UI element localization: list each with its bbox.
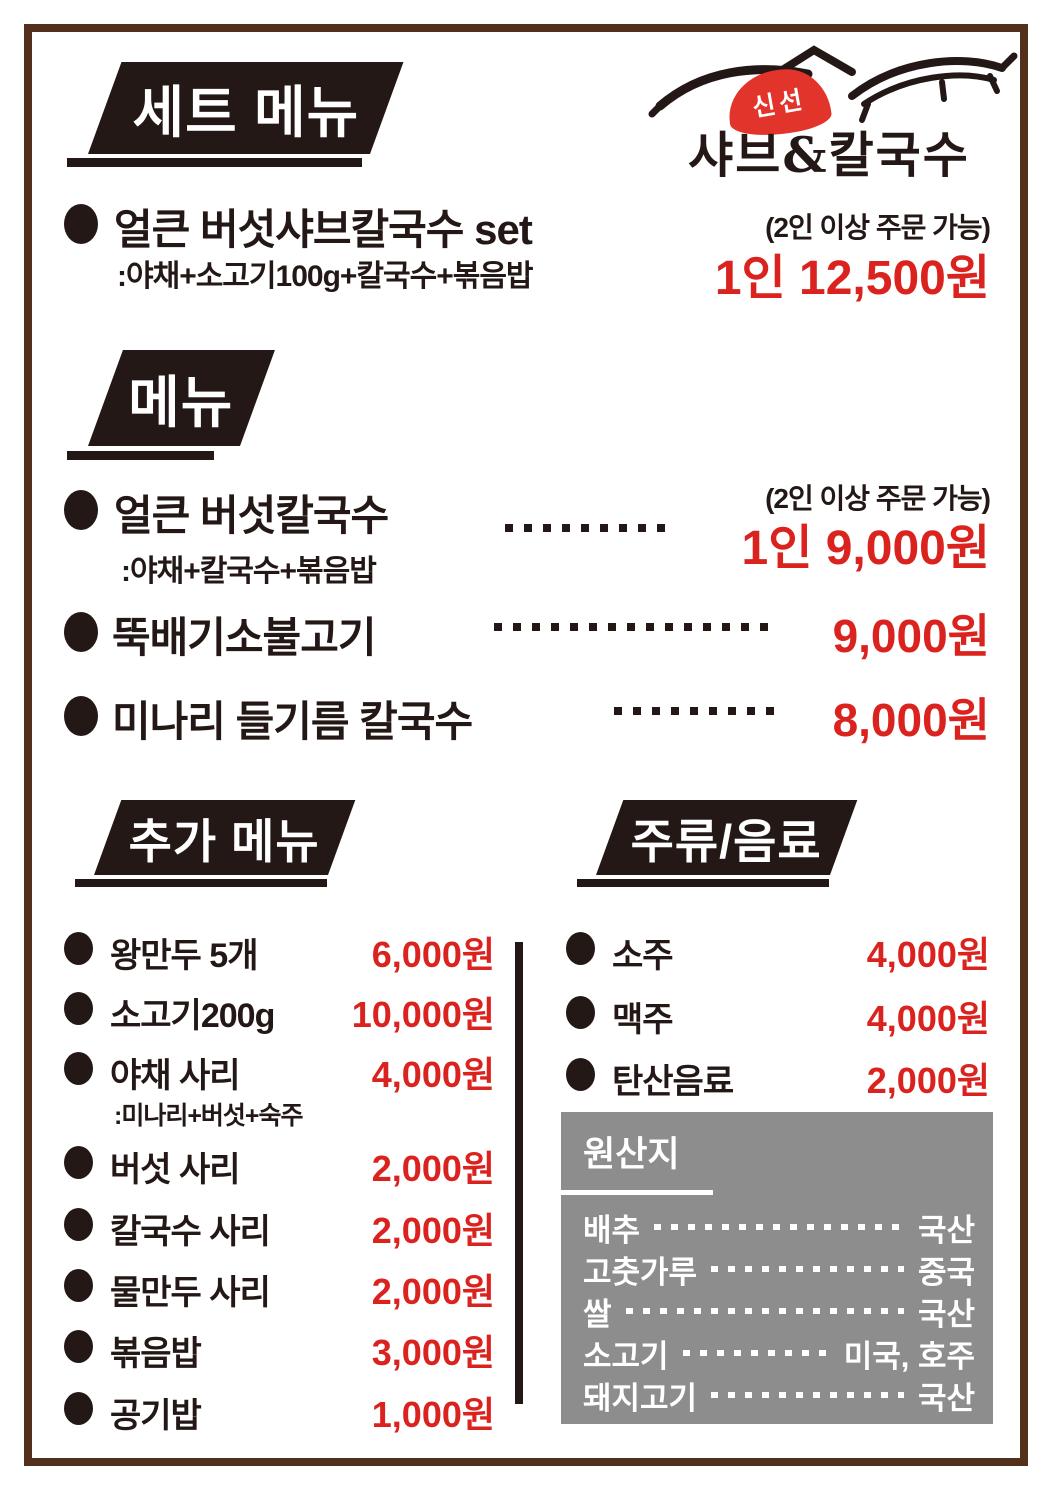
extra-item-name: 야채 사리	[110, 1057, 241, 1095]
drink-item-name: 소주	[612, 937, 674, 975]
dots-leader	[711, 1392, 904, 1398]
set-item-price: 1인 12,500원	[714, 252, 990, 305]
bullet-icon	[566, 932, 595, 965]
bullet-icon	[64, 1208, 93, 1241]
drink-item-price: 4,000원	[866, 998, 990, 1039]
bullet-icon	[64, 204, 98, 244]
extra-item-name: 공기밥	[110, 1397, 202, 1435]
drink-item-price: 4,000원	[866, 934, 990, 975]
set-menu-header-label: 세트 메뉴	[132, 80, 360, 144]
origin-country: 국산	[917, 1380, 975, 1416]
drinks-header-underline	[577, 879, 829, 887]
extra-menu-header-badge: 추가 메뉴	[94, 800, 356, 875]
extra-item-price: 4,000원	[371, 1054, 495, 1095]
origin-rows: 배추 국산 고춧가루 중국 쌀 국산 소고기 미국, 호주 돼지고기	[583, 1206, 975, 1416]
menu-item-name: 얼큰 버섯칼국수	[114, 492, 389, 539]
extra-item-price: 2,000원	[371, 1210, 495, 1251]
poster-border	[24, 24, 1028, 1466]
extra-item-name: 왕만두 5개	[110, 937, 258, 975]
menu-header-underline	[67, 451, 214, 460]
set-item-desc: :야채+소고기100g+칼국수+볶음밥	[117, 260, 534, 293]
extra-item-name: 버섯 사리	[110, 1151, 241, 1189]
menu-item-note: (2인 이상 주문 가능)	[765, 483, 991, 514]
menu-item-desc: :야채+칼국수+볶음밥	[121, 555, 377, 588]
set-menu-header-underline	[67, 158, 362, 167]
drink-item-price: 2,000원	[866, 1060, 990, 1101]
origin-box: 원산지 배추 국산 고춧가루 중국 쌀 국산 소고기 미국, 호주	[561, 1112, 993, 1424]
origin-country: 국산	[917, 1296, 975, 1332]
set-item-name: 얼큰 버섯샤브칼국수 set	[114, 206, 533, 253]
set-item-note: (2인 이상 주문 가능)	[765, 212, 991, 243]
extra-item-name: 소고기200g	[110, 997, 275, 1035]
bullet-icon	[566, 996, 595, 1029]
dots-leader	[654, 1224, 904, 1230]
dots-leader	[614, 707, 778, 715]
dots-leader	[625, 1308, 904, 1314]
extra-item-desc: :미나리+버섯+숙주	[114, 1102, 304, 1130]
extra-item-name: 볶음밥	[110, 1335, 202, 1373]
origin-ingredient: 배추	[583, 1212, 641, 1248]
extra-menu-header-underline	[75, 879, 327, 887]
extra-item-price: 1,000원	[371, 1394, 495, 1435]
dots-leader	[711, 1266, 904, 1272]
bullet-icon	[64, 1052, 93, 1085]
dots-leader	[505, 524, 673, 532]
extra-item-price: 10,000원	[351, 994, 495, 1035]
hanok-roof-icon	[648, 45, 1018, 123]
logo-brand-text: 샤브&칼국수	[688, 126, 970, 184]
bullet-icon	[64, 1269, 93, 1302]
origin-country: 미국, 호주	[843, 1338, 975, 1374]
origin-row: 배추 국산	[583, 1206, 975, 1248]
bullet-icon	[64, 696, 98, 736]
bullet-icon	[566, 1058, 595, 1091]
origin-country: 국산	[917, 1212, 975, 1248]
bullet-icon	[64, 490, 98, 530]
extra-item-name: 물만두 사리	[110, 1274, 271, 1312]
origin-row: 쌀 국산	[583, 1290, 975, 1332]
bullet-icon	[64, 1392, 93, 1425]
drink-item-name: 탄산음료	[612, 1063, 734, 1101]
dots-leader	[682, 1350, 830, 1356]
extra-item-name: 칼국수 사리	[110, 1213, 271, 1251]
bullet-icon	[64, 992, 93, 1025]
menu-header-label: 메뉴	[128, 370, 234, 434]
bullet-icon	[64, 1330, 93, 1363]
origin-title: 원산지	[583, 1135, 680, 1174]
drinks-header-label: 주류/음료	[631, 815, 823, 868]
origin-title-underline	[561, 1190, 713, 1195]
origin-ingredient: 쌀	[583, 1296, 612, 1332]
origin-country: 중국	[917, 1254, 975, 1290]
menu-item-price: 9,000원	[832, 610, 990, 662]
bullet-icon	[64, 612, 98, 652]
origin-row: 고춧가루 중국	[583, 1248, 975, 1290]
origin-ingredient: 소고기	[583, 1338, 669, 1374]
origin-row: 돼지고기 국산	[583, 1374, 975, 1416]
extra-item-price: 2,000원	[371, 1148, 495, 1189]
bullet-icon	[64, 932, 93, 965]
origin-ingredient: 고춧가루	[583, 1254, 698, 1290]
extra-item-price: 6,000원	[371, 934, 495, 975]
origin-ingredient: 돼지고기	[583, 1380, 698, 1416]
extra-menu-header-label: 추가 메뉴	[129, 815, 321, 868]
bullet-icon	[64, 1146, 93, 1179]
drinks-header-badge: 주류/음료	[596, 800, 858, 875]
dots-leader	[494, 623, 772, 631]
menu-item-price: 1인 9,000원	[741, 522, 990, 575]
menu-item-price: 8,000원	[832, 694, 990, 746]
extra-item-price: 2,000원	[371, 1271, 495, 1312]
set-menu-header-badge: 세트 메뉴	[88, 62, 404, 154]
menu-item-name: 뚝배기소불고기	[112, 614, 376, 661]
drink-item-name: 맥주	[612, 1001, 674, 1039]
extra-item-price: 3,000원	[371, 1332, 495, 1373]
column-divider	[515, 942, 523, 1404]
origin-row: 소고기 미국, 호주	[583, 1332, 975, 1374]
menu-item-name: 미나리 들기름 칼국수	[112, 698, 473, 745]
